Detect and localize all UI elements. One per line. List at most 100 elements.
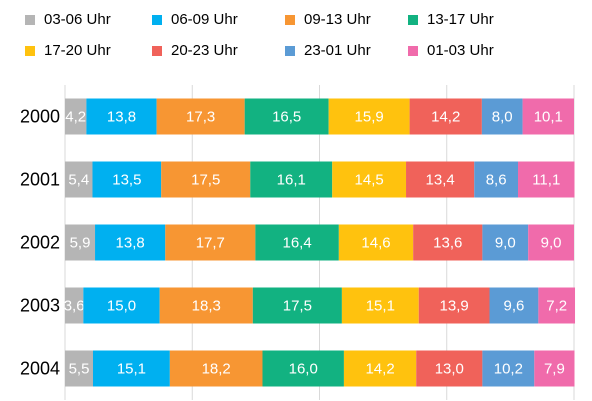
bar-segment bbox=[482, 350, 535, 387]
data-label: 13,0 bbox=[435, 360, 464, 377]
bar-segment bbox=[250, 161, 333, 198]
data-label: 16,1 bbox=[277, 171, 306, 188]
bar-segment bbox=[255, 224, 339, 261]
data-label: 18,3 bbox=[192, 297, 221, 314]
bar-segment bbox=[416, 350, 483, 387]
bar-segment bbox=[156, 98, 245, 135]
bar-segment bbox=[538, 287, 576, 324]
data-label: 13,5 bbox=[112, 171, 141, 188]
legend-label: 23-01 Uhr bbox=[304, 42, 371, 59]
data-label: 7,9 bbox=[544, 360, 565, 377]
data-label: 18,2 bbox=[202, 360, 231, 377]
legend-label: 03-06 Uhr bbox=[44, 11, 111, 28]
bar-segment bbox=[86, 98, 157, 135]
data-label: 7,2 bbox=[546, 297, 567, 314]
bar-segment bbox=[518, 161, 575, 198]
data-label: 14,5 bbox=[355, 171, 384, 188]
data-label: 17,5 bbox=[191, 171, 220, 188]
data-label: 5,4 bbox=[68, 171, 89, 188]
legend-label: 13-17 Uhr bbox=[427, 11, 494, 28]
data-label: 14,2 bbox=[431, 108, 460, 125]
data-label: 15,9 bbox=[355, 108, 384, 125]
bar-segment bbox=[165, 224, 256, 261]
legend-swatch bbox=[408, 15, 418, 25]
data-label: 14,6 bbox=[361, 234, 390, 251]
data-label: 16,4 bbox=[283, 234, 312, 251]
bar-segment bbox=[65, 350, 93, 387]
data-label: 15,0 bbox=[107, 297, 136, 314]
bar-segment bbox=[252, 287, 342, 324]
y-tick-label: 2001 bbox=[20, 169, 60, 189]
bar-segment bbox=[169, 350, 263, 387]
bar-segment bbox=[489, 287, 539, 324]
bar-segment bbox=[341, 287, 419, 324]
bar-segment bbox=[418, 287, 490, 324]
bar-segment bbox=[528, 224, 574, 261]
data-label: 4,2 bbox=[65, 108, 86, 125]
data-label: 14,2 bbox=[365, 360, 394, 377]
data-label: 11,1 bbox=[532, 171, 560, 188]
data-label: 3,6 bbox=[64, 297, 85, 314]
bar-segment bbox=[65, 161, 93, 198]
bar-segment bbox=[262, 350, 344, 387]
bar-segment bbox=[482, 224, 529, 261]
bar-segment bbox=[343, 350, 417, 387]
bar-segment bbox=[65, 98, 87, 135]
bar-segment bbox=[332, 161, 407, 198]
bar-segment bbox=[65, 224, 96, 261]
legend-swatch bbox=[285, 15, 295, 25]
bar-segment bbox=[83, 287, 160, 324]
data-label: 8,6 bbox=[486, 171, 507, 188]
bar-segment bbox=[481, 98, 523, 135]
data-label: 9,6 bbox=[504, 297, 525, 314]
data-label: 13,8 bbox=[116, 234, 145, 251]
legend-swatch bbox=[285, 46, 295, 56]
legend-swatch bbox=[152, 46, 162, 56]
legend-swatch bbox=[25, 15, 35, 25]
data-label: 9,0 bbox=[541, 234, 562, 251]
bar-segment bbox=[409, 98, 482, 135]
legend-label: 17-20 Uhr bbox=[44, 42, 111, 59]
bar-segment bbox=[161, 161, 251, 198]
bar-segment bbox=[406, 161, 475, 198]
bar-segment bbox=[159, 287, 253, 324]
y-tick-label: 2002 bbox=[20, 232, 60, 252]
data-label: 15,1 bbox=[117, 360, 146, 377]
data-label: 13,6 bbox=[433, 234, 462, 251]
bar-segment bbox=[92, 161, 162, 198]
data-label: 13,4 bbox=[426, 171, 455, 188]
bar-segment bbox=[338, 224, 414, 261]
data-label: 10,1 bbox=[534, 108, 563, 125]
bar-segment bbox=[522, 98, 574, 135]
bar-segment bbox=[413, 224, 483, 261]
data-label: 16,5 bbox=[272, 108, 301, 125]
data-label: 17,7 bbox=[196, 234, 225, 251]
data-label: 10,2 bbox=[494, 360, 523, 377]
bar-segment bbox=[328, 98, 410, 135]
data-label: 13,8 bbox=[107, 108, 136, 125]
bar-segment bbox=[244, 98, 329, 135]
bar-segment bbox=[95, 224, 166, 261]
data-label: 8,0 bbox=[492, 108, 513, 125]
data-label: 17,5 bbox=[283, 297, 312, 314]
data-label: 5,9 bbox=[70, 234, 91, 251]
y-tick-label: 2003 bbox=[20, 295, 60, 315]
legend-label: 20-23 Uhr bbox=[171, 42, 238, 59]
data-label: 16,0 bbox=[289, 360, 318, 377]
data-label: 5,5 bbox=[69, 360, 90, 377]
legend-label: 01-03 Uhr bbox=[427, 42, 494, 59]
bar-segment bbox=[474, 161, 519, 198]
bar-segment bbox=[65, 287, 84, 324]
legend-label: 06-09 Uhr bbox=[171, 11, 238, 28]
bar-segment bbox=[92, 350, 170, 387]
legend-label: 09-13 Uhr bbox=[304, 11, 371, 28]
y-tick-label: 2000 bbox=[20, 106, 60, 126]
data-label: 9,0 bbox=[495, 234, 516, 251]
legend-swatch bbox=[408, 46, 418, 56]
bar-segment bbox=[534, 350, 575, 387]
y-tick-label: 2004 bbox=[20, 358, 60, 378]
data-label: 13,9 bbox=[440, 297, 469, 314]
legend-swatch bbox=[152, 15, 162, 25]
legend-swatch bbox=[25, 46, 35, 56]
